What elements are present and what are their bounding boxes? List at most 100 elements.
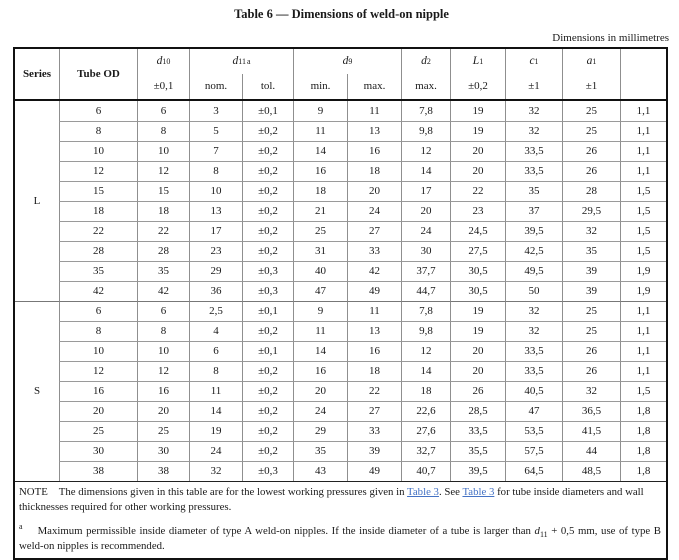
var-base: d bbox=[232, 54, 239, 67]
col-header-d10: d 10 bbox=[137, 49, 189, 74]
table-cell: ±0,2 bbox=[242, 241, 293, 261]
table-cell: 1,1 bbox=[620, 101, 666, 121]
table-cell: 27 bbox=[347, 221, 401, 241]
table-cell: ±0,1 bbox=[242, 341, 293, 361]
table-cell: 42 bbox=[347, 261, 401, 281]
table-cell: 35 bbox=[562, 241, 620, 261]
table-cell: 1,1 bbox=[620, 301, 666, 321]
table-cell: 33,5 bbox=[450, 421, 505, 441]
table-cell: 22 bbox=[347, 381, 401, 401]
table-cell: 39 bbox=[562, 261, 620, 281]
table-cell: 36,5 bbox=[562, 401, 620, 421]
table-cell: ±0,2 bbox=[242, 361, 293, 381]
table-cell: 1,9 bbox=[620, 261, 666, 281]
table-cell: 32 bbox=[505, 321, 562, 341]
table-cell: 1,5 bbox=[620, 201, 666, 221]
table-cell: 24 bbox=[293, 401, 347, 421]
table-cell: 33,5 bbox=[505, 361, 562, 381]
table-cell: 28 bbox=[137, 241, 189, 261]
table-cell: 20 bbox=[59, 401, 137, 421]
table-footnote-a: a Maximum permissible inside diameter of … bbox=[19, 522, 661, 554]
col-subheader-min: min. bbox=[293, 74, 347, 99]
note-text: The dimensions given in this table are f… bbox=[58, 486, 408, 498]
table-cell: 11 bbox=[347, 301, 401, 321]
table-cell: 17 bbox=[189, 221, 242, 241]
col-header-tube-od: Tube OD bbox=[59, 49, 137, 99]
table-cell: 1,8 bbox=[620, 441, 666, 461]
table-cell: 8 bbox=[59, 121, 137, 141]
table-cell: 33,5 bbox=[505, 141, 562, 161]
table-cell: 40 bbox=[293, 261, 347, 281]
table-cell: 9 bbox=[293, 301, 347, 321]
table-cell: 25 bbox=[562, 301, 620, 321]
table-cell: 16 bbox=[293, 161, 347, 181]
table-cell: 19 bbox=[189, 421, 242, 441]
table-cell: 14 bbox=[189, 401, 242, 421]
table-cell: ±0,2 bbox=[242, 121, 293, 141]
table-cell: 35 bbox=[505, 181, 562, 201]
table-cell: 18 bbox=[347, 361, 401, 381]
table-cell: 25 bbox=[59, 421, 137, 441]
footnote-text: + 0,5 mm, use of type B weld-on nipples … bbox=[19, 524, 661, 552]
table-cell: 30 bbox=[401, 241, 450, 261]
table-cell: ±0,2 bbox=[242, 181, 293, 201]
table-cell: 19 bbox=[450, 101, 505, 121]
var-d11: d bbox=[534, 524, 540, 537]
table-cell: ±0,3 bbox=[242, 261, 293, 281]
col-subheader-nom: nom. bbox=[189, 74, 242, 99]
table-cell: 5 bbox=[189, 121, 242, 141]
table-cell: 42 bbox=[59, 281, 137, 301]
table-cell: 8 bbox=[137, 321, 189, 341]
table-cell: 33 bbox=[347, 421, 401, 441]
table-cell: 20 bbox=[401, 201, 450, 221]
table-3-link[interactable]: Table 3 bbox=[462, 486, 495, 498]
table-cell: 15 bbox=[137, 181, 189, 201]
table-cell: 39 bbox=[562, 281, 620, 301]
table-3-link[interactable]: Table 3 bbox=[407, 486, 439, 498]
table-cell: 23 bbox=[189, 241, 242, 261]
var-base: c bbox=[529, 54, 535, 67]
table-cell: 4 bbox=[189, 321, 242, 341]
note-label: NOTE bbox=[19, 486, 48, 498]
table-cell: 16 bbox=[59, 381, 137, 401]
col-subheader-L1-tol: ±0,2 bbox=[450, 74, 505, 99]
table-cell: 16 bbox=[347, 141, 401, 161]
table-cell: 22 bbox=[59, 221, 137, 241]
table-cell: 8 bbox=[59, 321, 137, 341]
table-cell: 42,5 bbox=[505, 241, 562, 261]
table-cell: 35,5 bbox=[450, 441, 505, 461]
table-cell: 26 bbox=[450, 381, 505, 401]
table-cell: 28 bbox=[562, 181, 620, 201]
var-base: L bbox=[472, 54, 480, 67]
table-cell: 20 bbox=[293, 381, 347, 401]
table-cell: 10 bbox=[137, 141, 189, 161]
table-cell: ±0,1 bbox=[242, 301, 293, 321]
table-cell: 38 bbox=[137, 461, 189, 481]
footnote-a-marker: a bbox=[19, 522, 23, 532]
table-cell: 30 bbox=[137, 441, 189, 461]
table-cell: 14 bbox=[293, 141, 347, 161]
table-cell: 17 bbox=[401, 181, 450, 201]
table-cell: 20 bbox=[450, 161, 505, 181]
table-cell: 1,8 bbox=[620, 421, 666, 441]
table-cell: 26 bbox=[562, 361, 620, 381]
table-cell: ±0,2 bbox=[242, 161, 293, 181]
table-cell: ±0,2 bbox=[242, 421, 293, 441]
table-cell: 6 bbox=[59, 301, 137, 321]
table-cell: 35 bbox=[137, 261, 189, 281]
table-cell: 14 bbox=[293, 341, 347, 361]
table-cell: 39,5 bbox=[505, 221, 562, 241]
table-cell: 25 bbox=[562, 321, 620, 341]
table-cell: 49,5 bbox=[505, 261, 562, 281]
table-cell: ±0,1 bbox=[242, 101, 293, 121]
table-cell: 32 bbox=[189, 461, 242, 481]
table-cell: 22 bbox=[137, 221, 189, 241]
table-cell: 23 bbox=[450, 201, 505, 221]
table-cell: 1,1 bbox=[620, 141, 666, 161]
table-cell: ±0,3 bbox=[242, 461, 293, 481]
table-cell: 1,1 bbox=[620, 321, 666, 341]
table-cell: 27,5 bbox=[450, 241, 505, 261]
table-cell: 7,8 bbox=[401, 101, 450, 121]
table-title: Table 6 — Dimensions of weld-on nipple bbox=[234, 7, 449, 21]
